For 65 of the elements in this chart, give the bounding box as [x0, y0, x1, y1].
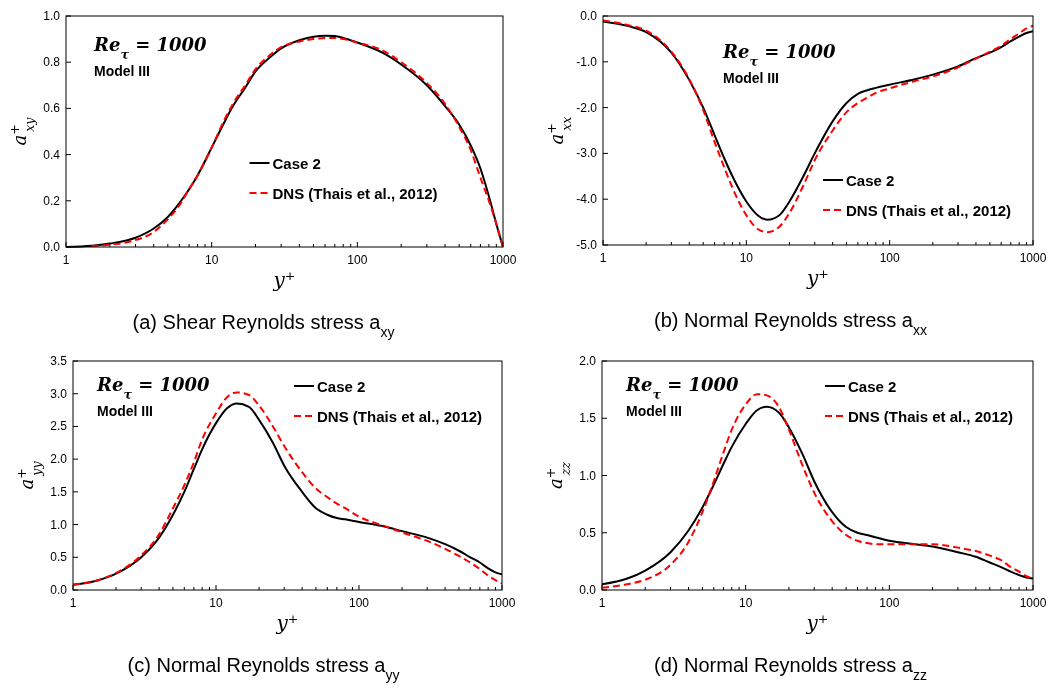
x-tick-label: 100: [347, 253, 368, 267]
y-tick-label: 1.5: [579, 411, 597, 426]
legend-label: DNS (Thais et al., 2012): [848, 408, 1014, 425]
text: (b) Normal Reynolds stress a$_{xx}$: [654, 309, 927, 338]
annotation: Re$_{τ}$ = 1000: [722, 41, 837, 69]
x-tick-label: 1: [599, 251, 607, 265]
y-tick-label: 0.0: [579, 583, 597, 597]
y-tick-label: 0.8: [43, 55, 61, 70]
x-tick-label: 10: [204, 253, 219, 267]
y-tick-label: 0.0: [580, 9, 598, 23]
x-tick-label: 100: [348, 596, 370, 610]
y-tick-label: 1.5: [50, 484, 68, 499]
y-tick-label: 0.2: [43, 193, 61, 208]
annotation: Model III: [723, 70, 779, 86]
text: (d) Normal Reynolds stress a$_{zz}$: [654, 654, 927, 683]
y-tick-label: 2.5: [50, 419, 68, 434]
annotation: Re$_{τ}$ = 1000: [625, 374, 740, 402]
y-tick-label: 0.0: [50, 583, 68, 597]
x-tick-label: 1000: [1019, 251, 1047, 265]
y-tick-label: 2.0: [50, 452, 68, 467]
x-tick-label: 10: [739, 251, 754, 265]
text: (c) Normal Reynolds stress a$_{yy}$: [127, 654, 400, 683]
x-axis-title: y⁺: [275, 611, 299, 635]
annotation: Model III: [94, 63, 150, 79]
x-tick-label: 10: [738, 596, 753, 610]
y-tick-label: 2.0: [579, 354, 597, 368]
annotation: Re$_{τ}$ = 1000: [93, 34, 208, 62]
y-tick-label: 1.0: [43, 9, 61, 23]
x-tick-label: 1000: [1019, 596, 1047, 610]
y-tick-label: -4.0: [576, 192, 598, 207]
y-tick-label: 1.0: [50, 517, 68, 532]
x-tick-label: 1000: [488, 596, 516, 610]
legend-label: DNS (Thais et al., 2012): [272, 185, 438, 202]
x-tick-label: 100: [879, 251, 900, 265]
legend-label: DNS (Thais et al., 2012): [846, 202, 1012, 219]
x-tick-label: 1: [69, 596, 77, 610]
x-tick-label: 1000: [489, 253, 517, 267]
y-tick-label: 0.5: [50, 550, 68, 565]
annotation: Re$_{τ}$ = 1000: [96, 374, 211, 402]
legend-label: Case 2: [848, 378, 897, 395]
annotation: Model III: [626, 403, 682, 419]
y-tick-label: -3.0: [576, 146, 598, 161]
legend-label: DNS (Thais et al., 2012): [317, 408, 483, 425]
y-tick-label: 3.0: [50, 386, 68, 401]
x-axis-title: y⁺: [272, 268, 296, 292]
legend-label: Case 2: [272, 155, 321, 172]
legend-label: Case 2: [846, 172, 895, 189]
legend-label: Case 2: [317, 378, 366, 395]
x-tick-label: 100: [879, 596, 900, 610]
y-tick-label: 0.4: [43, 147, 61, 162]
y-tick-label: -5.0: [576, 238, 598, 252]
x-axis-title: y⁺: [806, 266, 829, 290]
x-tick-label: 10: [209, 596, 223, 610]
x-tick-label: 1: [62, 253, 70, 267]
y-tick-label: 0.6: [43, 101, 61, 116]
annotation: Model III: [97, 403, 153, 419]
y-tick-label: -2.0: [576, 100, 598, 115]
y-tick-label: 3.5: [50, 354, 68, 368]
y-tick-label: 0.0: [43, 240, 61, 254]
text: (a) Shear Reynolds stress a$_{xy}$: [132, 311, 395, 340]
x-axis-title: y⁺: [805, 611, 829, 635]
y-tick-label: 1.0: [579, 468, 597, 483]
y-tick-label: 0.5: [579, 525, 597, 540]
x-tick-label: 1: [598, 596, 606, 610]
y-tick-label: -1.0: [576, 54, 598, 69]
